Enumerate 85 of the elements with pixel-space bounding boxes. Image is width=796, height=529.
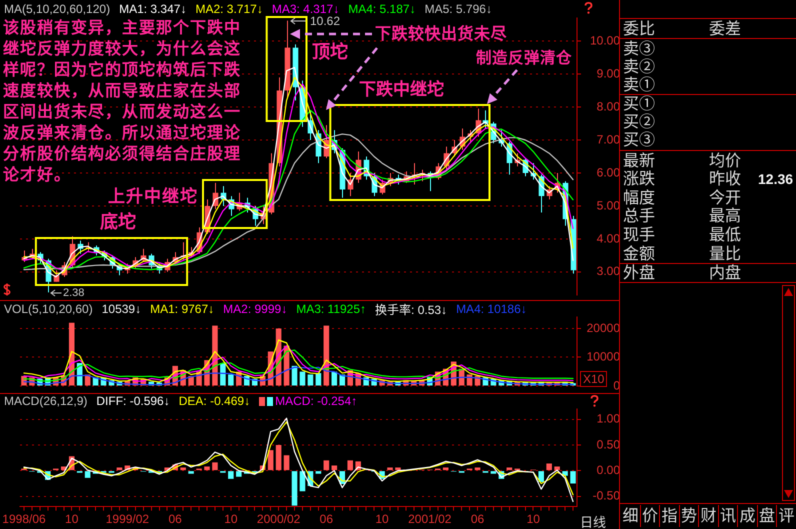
text: 成 (738, 505, 758, 527)
text: 幅度 (623, 188, 655, 207)
annotation: 顶坨 (312, 42, 348, 63)
text: 细 (621, 505, 640, 527)
annotation: 换手率: 0.53↓ (375, 302, 448, 317)
text: 盘 (758, 505, 777, 527)
x-tick-label: 06 (470, 512, 485, 526)
annotation: 上升中继坨 (108, 187, 198, 208)
text: 委差 (709, 19, 741, 38)
annotation: 该股稍有变异，主要那个下跌中继坨反弹力度较大，为什么会这样呢？因为它的顶坨构筑后下跌速度较快，从而导致庄家在头部区间出货未尽，从而发动这么一波反弹来清仓。所以通过坨理论分析股价结构必须得结合庄股理论才好。 (3, 17, 242, 185)
text: 昨收 (709, 169, 741, 188)
text: MA4: 10186↓ (456, 302, 527, 316)
text: MA5: 5.796↓ (424, 2, 492, 16)
annotation: 10.62 (310, 14, 340, 28)
x-tick-label: 2001/02 (408, 512, 452, 526)
y-tick-label: -0.50 (592, 488, 620, 503)
legend-label: MACD: -0.254↑ (275, 394, 358, 408)
text: X10 (580, 371, 608, 387)
y-tick-label: 8.00 (596, 99, 620, 114)
text: MA3: 4.317↓ (272, 2, 340, 16)
text: 卖② (623, 57, 655, 76)
x-tick-label: 10 (526, 512, 540, 526)
text: 买① (623, 94, 655, 113)
y-tick-label: 0.50 (596, 437, 620, 452)
annotation: 下跌中继坨 (359, 80, 444, 101)
text: 量比 (709, 244, 741, 263)
text: 金额 (623, 244, 655, 263)
text: 卖① (623, 75, 655, 94)
y-tick-label: 20000 (586, 320, 620, 335)
legend-title: MACD(26,12,9) (4, 394, 88, 408)
y-tick-label: 1.00 (596, 412, 620, 426)
text: 现手 (623, 225, 655, 244)
text: 内盘 (709, 263, 741, 282)
y-tick-label: 9.00 (596, 66, 620, 80)
text: MA1: 9767↓ (150, 302, 214, 316)
annotation: 下跌较快出货未尽 (375, 24, 507, 43)
text: DEA: -0.469↓ (178, 394, 250, 408)
text: 涨跌 (623, 169, 655, 188)
legend-title: MA(5,10,20,60,120) (4, 2, 110, 16)
annotation: 底坨 (100, 212, 136, 233)
legend-title: VOL(5,10,20,60) (4, 302, 93, 316)
text: 均价 (709, 151, 741, 170)
annotation: 制造反弹清仓 (476, 48, 572, 67)
text: MA3: 11925↑ (296, 302, 366, 316)
x-tick-label: 06 (320, 512, 334, 526)
text: 财 (699, 505, 718, 527)
x-tick-label: 1999/02 (106, 512, 150, 526)
text: 今开 (709, 188, 741, 207)
x-tick-label: 10 (375, 512, 390, 526)
text: 外盘 (623, 263, 655, 282)
y-tick-label: 5.00 (596, 198, 620, 212)
text: MA2: 3.717↓ (195, 2, 263, 16)
text: MA4: 5.187↓ (348, 2, 416, 16)
annotation: 2.38 (63, 287, 84, 299)
y-tick-label: 4.00 (596, 231, 620, 246)
y-tick-label: 10.00 (590, 33, 620, 48)
text: 势 (680, 505, 699, 527)
y-tick-label: 0.00 (596, 462, 620, 477)
text: DIFF: -0.596↓ (96, 394, 170, 408)
text: MA1: 3.347↓ (119, 2, 186, 16)
text: 最新 (623, 151, 655, 170)
y-tick-label: 7.00 (596, 132, 620, 146)
text: 最低 (709, 225, 741, 244)
x-tick-label: 1998/06 (2, 512, 46, 526)
text: 讯 (718, 505, 738, 527)
text: 卖③ (623, 39, 655, 58)
text: 日线 (580, 514, 606, 529)
x-tick-label: 2000/02 (256, 512, 301, 526)
text: 指 (660, 505, 680, 527)
text: 价 (640, 505, 660, 527)
text: 最高 (709, 206, 741, 225)
y-tick-label: 6.00 (596, 165, 620, 180)
y-tick-label: 10000 (586, 350, 620, 364)
y-tick-label: 3.00 (596, 264, 620, 278)
text: 买② (623, 112, 655, 131)
text: 10539↓ (102, 302, 142, 316)
x-tick-label: 06 (168, 512, 182, 526)
text: 买③ (623, 130, 655, 149)
x-tick-label: 10 (65, 512, 79, 526)
text: MA2: 9999↓ (223, 302, 288, 316)
text: 评 (777, 505, 796, 527)
x-tick-label: 10 (224, 512, 238, 526)
text: 总手 (623, 206, 655, 225)
text: 12.36 (758, 170, 794, 188)
text: 委比 (623, 19, 655, 38)
